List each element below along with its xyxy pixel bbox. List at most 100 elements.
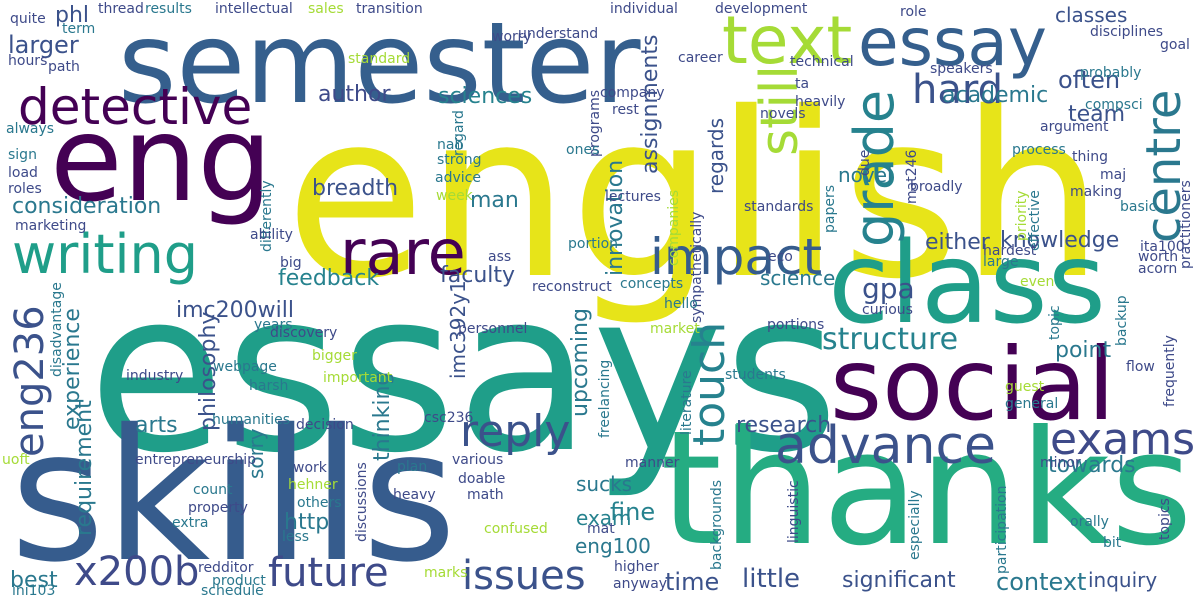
word-fine: fine — [610, 498, 656, 526]
word-http: http — [284, 510, 330, 535]
word-years: years — [254, 317, 293, 333]
word-load: load — [8, 165, 38, 181]
word-orally: orally — [1070, 514, 1109, 530]
word-general: general — [1005, 396, 1059, 412]
word-feedback: feedback — [278, 266, 380, 291]
word-ita100: ita100 — [1140, 239, 1185, 255]
word-social: social — [830, 326, 1116, 443]
word-personnel: personnel — [458, 321, 528, 337]
word-upcoming: upcoming — [568, 308, 593, 417]
word-discussions: discussions — [354, 462, 370, 542]
word-literature: literature — [679, 370, 695, 435]
word-compsci: compsci — [1085, 97, 1143, 113]
word-topics: topics — [1157, 498, 1173, 540]
word-product: product — [212, 573, 266, 589]
word-strong: strong — [437, 152, 482, 168]
word-webpage: webpage — [213, 359, 277, 375]
word-minor: minor — [1040, 455, 1081, 471]
word-arts: arts — [135, 413, 178, 438]
word-doable: doable — [458, 471, 506, 487]
word-entrepreneurship: entrepreneurship — [135, 452, 257, 468]
word-portion: portion — [568, 236, 619, 252]
word-large: large — [983, 254, 1019, 270]
word-sucks: sucks — [576, 472, 633, 496]
word-impact: impact — [650, 228, 823, 286]
word-disciplines: disciplines — [1090, 24, 1164, 40]
word-individual: individual — [610, 1, 678, 17]
word-intellectual: intellectual — [215, 1, 293, 17]
word-detective: detective — [18, 78, 253, 136]
word-big: big — [280, 255, 302, 271]
word-regards: regards — [704, 117, 728, 194]
word-research: research — [736, 413, 832, 438]
word-role: role — [900, 4, 927, 20]
word-phl: phl — [55, 3, 90, 28]
word-heavy: heavy — [393, 487, 436, 503]
word-sign: sign — [8, 147, 37, 163]
word-participation: participation — [994, 485, 1010, 574]
word-results: results — [145, 1, 192, 17]
word-thread: thread — [98, 1, 144, 17]
word-students: students — [725, 367, 786, 383]
word-week: week — [436, 188, 473, 204]
word-roles: roles — [8, 181, 42, 197]
word-technical: technical — [790, 54, 854, 70]
word-market: market — [650, 321, 700, 337]
word-linguistic: linguistic — [786, 480, 802, 543]
word-eng236: eng236 — [7, 305, 53, 457]
word-knowledge: knowledge — [1000, 228, 1120, 253]
word-skills: skills — [10, 390, 457, 600]
word-property: property — [188, 500, 248, 516]
word-consideration: consideration — [12, 194, 162, 219]
word-extra: extra — [172, 515, 209, 531]
word-companies: companies — [666, 189, 682, 266]
word-science: science — [760, 266, 836, 290]
word-advice: advice — [435, 170, 481, 186]
word-even: even — [1020, 274, 1055, 290]
word-making: making — [1070, 184, 1122, 200]
word-bigger: bigger — [312, 348, 357, 364]
word-term: term — [62, 21, 96, 37]
word-confused: confused — [484, 521, 548, 537]
word-academic: academic — [942, 83, 1049, 108]
word-novel: novel — [838, 163, 893, 187]
word-others: others — [297, 495, 342, 511]
word-speakers: speakers — [930, 61, 993, 77]
word-lectures: lectures — [605, 189, 661, 205]
word-backgrounds: backgrounds — [709, 479, 725, 570]
word-thanks: thanks — [660, 397, 1193, 581]
word-assignments: assignments — [638, 34, 663, 174]
word-standard: standard — [348, 51, 411, 67]
word-reply: reply — [460, 406, 571, 457]
word-nah: nah — [437, 137, 464, 153]
word-important: important — [323, 370, 393, 386]
word-hard: hard — [912, 67, 1003, 113]
word-sales: sales — [308, 1, 344, 17]
word-heavily: heavily — [795, 94, 846, 110]
word-structure: structure — [822, 322, 959, 357]
word-argument: argument — [1040, 119, 1109, 135]
word-thing: thing — [1072, 149, 1109, 165]
word-portions: portions — [767, 317, 825, 333]
word-industry: industry — [126, 368, 184, 384]
word-class: class — [828, 219, 1107, 349]
word-ta: ta — [795, 76, 810, 92]
word-eng: eng — [50, 90, 273, 228]
word-math: math — [467, 487, 504, 503]
word-context: context — [996, 568, 1087, 596]
word-disadvantage: disadvantage — [49, 282, 65, 377]
word-ones: ones — [566, 142, 600, 158]
word-significant: significant — [842, 568, 956, 593]
word-x200b: x200b — [74, 549, 200, 595]
word-exam: exam — [576, 506, 632, 530]
word-frequently: frequently — [1162, 335, 1178, 407]
word-hours: hours — [8, 53, 48, 69]
word-mat246: mat246 — [904, 149, 920, 204]
word-advance: advance — [775, 416, 997, 476]
word-various: various — [452, 452, 504, 468]
word-essay: essay — [858, 4, 1047, 81]
word-breadth: breadth — [312, 176, 399, 201]
word-due: due — [857, 149, 873, 176]
word-eng100: eng100 — [575, 534, 651, 558]
